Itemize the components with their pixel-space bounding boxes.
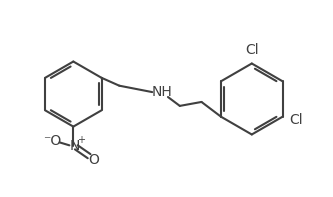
Text: NH: NH [152,85,172,99]
Text: Cl: Cl [245,43,259,57]
Text: N: N [70,139,81,153]
Text: ⁻O: ⁻O [44,134,62,148]
Text: Cl: Cl [289,113,303,127]
Text: O: O [89,153,100,167]
Text: +: + [77,135,85,145]
